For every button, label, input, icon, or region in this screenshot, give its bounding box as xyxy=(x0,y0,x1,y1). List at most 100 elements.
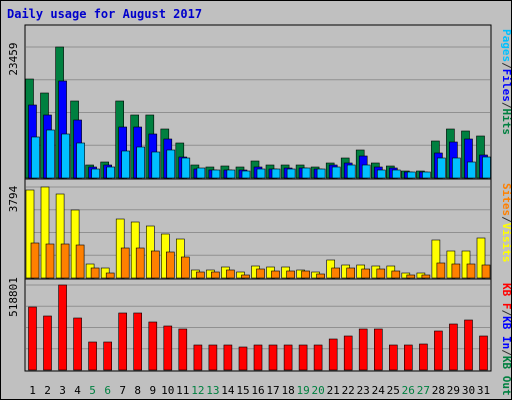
bar-sites xyxy=(406,274,416,279)
legend-entry: Sites xyxy=(500,183,511,216)
bar-kb-f xyxy=(223,344,233,371)
bar-kb-f xyxy=(343,335,353,371)
legend-entry: KB F xyxy=(500,283,511,310)
x-tick-label: 4 xyxy=(74,384,81,397)
x-tick-label: 23 xyxy=(357,384,370,397)
bar-pages xyxy=(241,170,251,179)
x-tick-label: 28 xyxy=(432,384,445,397)
bar-pages xyxy=(256,168,266,179)
x-tick-label: 22 xyxy=(342,384,355,397)
x-tick-label: 31 xyxy=(477,384,490,397)
ymax-label-hits-files-pages: 23459 xyxy=(7,42,20,75)
bar-sites xyxy=(45,243,55,279)
bar-sites xyxy=(151,250,160,279)
bar-kb-f xyxy=(238,346,248,371)
bar-sites xyxy=(120,247,130,279)
x-tick-label: 16 xyxy=(251,384,264,397)
bar-pages xyxy=(166,149,176,179)
x-tick-label: 27 xyxy=(417,384,430,397)
bar-pages xyxy=(452,157,461,179)
x-tick-label: 10 xyxy=(161,384,174,397)
bar-kb-f xyxy=(403,344,413,371)
x-tick-label: 2 xyxy=(44,384,51,397)
ymax-label-visits-sites: 3794 xyxy=(7,185,20,212)
bar-sites xyxy=(316,273,325,279)
chart-title: Daily usage for August 2017 xyxy=(7,7,203,21)
bar-pages xyxy=(106,166,115,179)
bar-kb-f xyxy=(28,306,37,371)
bar-sites xyxy=(331,267,341,279)
bar-kb-f xyxy=(388,344,398,371)
bar-kb-f xyxy=(178,328,188,371)
bar-kb-f xyxy=(208,344,218,371)
legend-entry: / xyxy=(500,310,511,317)
bar-sites xyxy=(466,263,476,279)
bar-visits xyxy=(431,239,441,279)
bar-sites xyxy=(391,270,401,279)
panel-hits-files-pages xyxy=(24,24,492,180)
bar-kb-f xyxy=(58,284,67,371)
x-tick-label: 24 xyxy=(372,384,386,397)
x-tick-label: 5 xyxy=(89,384,96,397)
bar-kb-f xyxy=(193,344,203,371)
bar-pages xyxy=(286,168,296,179)
ymax-label-kbytes: 518801 xyxy=(7,277,20,317)
x-tick-label: 14 xyxy=(221,384,235,397)
bar-kb-f xyxy=(103,341,112,371)
bar-pages xyxy=(91,168,100,179)
bar-kb-f xyxy=(118,312,127,371)
bar-sites xyxy=(196,271,205,279)
bar-pages xyxy=(361,164,371,179)
x-tick-label: 30 xyxy=(462,384,475,397)
bar-sites xyxy=(30,242,40,279)
x-tick-label: 7 xyxy=(119,384,126,397)
x-tick-label: 12 xyxy=(191,384,204,397)
bar-pages xyxy=(391,169,401,179)
legend-entry: KB In xyxy=(500,316,511,349)
bar-visits xyxy=(40,186,50,279)
bar-kb-f xyxy=(253,344,263,371)
x-tick-label: 19 xyxy=(296,384,309,397)
bar-pages xyxy=(467,161,476,179)
bar-pages xyxy=(181,157,191,179)
bar-pages xyxy=(346,164,356,179)
bar-kb-f xyxy=(479,335,488,371)
bar-sites xyxy=(135,247,145,279)
bar-pages xyxy=(301,167,311,179)
bar-sites xyxy=(301,270,310,279)
bar-sites xyxy=(60,243,70,279)
bar-sites xyxy=(75,244,85,279)
bar-pages xyxy=(331,166,341,179)
bar-pages xyxy=(31,136,40,179)
legend-entry: / xyxy=(500,349,511,356)
legend-hits-files-pages: Pages/Files/Hits xyxy=(500,29,511,135)
x-tick-label: 9 xyxy=(149,384,156,397)
bar-pages xyxy=(196,167,206,179)
panel-visits-sites xyxy=(24,178,492,280)
bar-pages xyxy=(437,157,446,179)
bar-kb-f xyxy=(313,344,323,371)
bar-pages xyxy=(226,169,236,179)
bar-sites xyxy=(361,268,371,279)
bar-sites xyxy=(481,264,491,279)
bar-kb-f xyxy=(419,343,428,371)
x-tick-label: 21 xyxy=(327,384,340,397)
bar-kb-f xyxy=(43,315,52,371)
bar-pages xyxy=(376,169,386,179)
x-tick-label: 26 xyxy=(402,384,415,397)
bar-pages xyxy=(271,168,281,179)
bar-visits xyxy=(70,209,80,279)
bar-sites xyxy=(181,256,190,279)
bar-pages xyxy=(61,133,70,179)
bar-pages xyxy=(151,151,161,179)
x-tick-label: 20 xyxy=(311,384,324,397)
bar-sites xyxy=(436,262,446,279)
bar-pages xyxy=(121,150,130,179)
x-tick-label: 8 xyxy=(134,384,141,397)
x-tick-label: 11 xyxy=(176,384,189,397)
bar-sites xyxy=(376,268,386,279)
bar-kb-f xyxy=(464,319,473,371)
x-tick-label: 13 xyxy=(206,384,219,397)
x-tick-label: 29 xyxy=(447,384,460,397)
